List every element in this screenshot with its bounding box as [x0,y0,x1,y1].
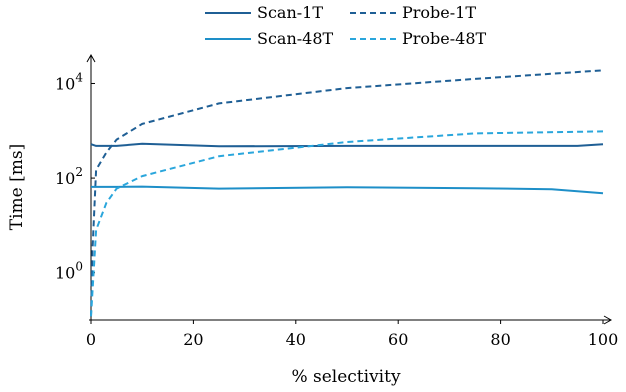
legend-label: Scan-48T [257,29,334,48]
y-axis-arrow [86,53,96,63]
series-line-scan-1t [90,142,604,148]
x-axis-arrow [603,315,613,325]
x-tick-label: 100 [588,330,619,349]
x-tick-label: 0 [86,330,96,349]
y-tick-label: 100 [55,260,83,283]
plot-area [90,69,604,317]
series-line-probe-48t [90,130,604,317]
x-tick-label: 20 [183,330,203,349]
x-axis-title: % selectivity [291,367,401,387]
x-axis: 0 20 40 60 80 100 [86,315,619,349]
x-tick-label: 40 [286,330,306,349]
x-tick-label: 80 [490,330,510,349]
y-axis-title: Time [ms] [7,144,27,230]
series-line-probe-1t [90,69,604,317]
y-tick-label: 102 [55,165,83,188]
legend-label: Probe-48T [402,29,487,48]
legend: Scan-1T Probe-1T Scan-48T Probe-48T [205,3,487,48]
series-line-scan-48t [91,185,604,195]
legend-label: Scan-1T [257,3,323,22]
y-tick-label: 104 [55,70,83,93]
legend-label: Probe-1T [402,3,476,22]
x-tick-label: 60 [388,330,408,349]
y-axis: 100 102 104 [55,53,96,322]
